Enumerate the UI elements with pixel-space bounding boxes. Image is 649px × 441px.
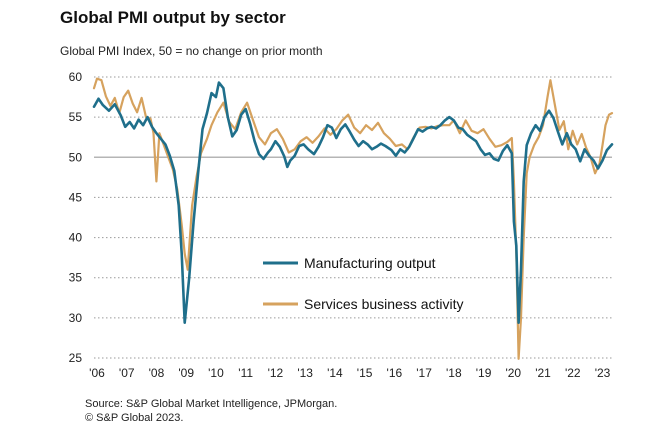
x-tick-label: '21 [535, 366, 551, 380]
x-tick-label: '10 [208, 366, 224, 380]
y-axis-ticks: 25 30 35 40 45 50 55 60 [69, 70, 83, 365]
chart-title: Global PMI output by sector [60, 8, 286, 27]
legend-label-services: Services business activity [304, 296, 464, 312]
x-tick-label: '09 [178, 366, 194, 380]
series-lines [92, 77, 614, 360]
x-tick-label: '22 [565, 366, 581, 380]
y-tick-label: 30 [69, 311, 83, 325]
y-tick-label: 55 [69, 110, 83, 124]
chart-subtitle: Global PMI Index, 50 = no change on prio… [60, 44, 323, 58]
copyright-line: © S&P Global 2023. [85, 412, 184, 424]
x-tick-label: '07 [119, 366, 135, 380]
y-tick-label: 45 [69, 190, 83, 204]
x-tick-label: '14 [327, 366, 343, 380]
grid-lines [94, 76, 612, 359]
y-tick-label: 25 [69, 351, 83, 365]
x-tick-label: '12 [268, 366, 284, 380]
y-tick-label: 35 [69, 271, 83, 285]
x-tick-label: '08 [149, 366, 165, 380]
series-line-manufacturing [92, 81, 614, 324]
x-tick-label: '16 [387, 366, 403, 380]
x-tick-label: '17 [416, 366, 432, 380]
source-line: Source: S&P Global Market Intelligence, … [85, 398, 338, 410]
series-line-services [92, 77, 614, 360]
source-note: Source: S&P Global Market Intelligence, … [85, 397, 337, 425]
legend-label-manufacturing: Manufacturing output [304, 255, 436, 271]
legend: Manufacturing output Services business a… [263, 255, 464, 312]
x-tick-label: '11 [238, 366, 253, 380]
x-tick-label: '20 [505, 366, 521, 380]
x-tick-label: '13 [297, 366, 313, 380]
y-tick-label: 50 [69, 150, 83, 164]
x-tick-label: '19 [476, 366, 492, 380]
x-tick-label: '06 [89, 366, 105, 380]
x-tick-label: '15 [357, 366, 373, 380]
x-tick-label: '23 [595, 366, 611, 380]
y-tick-label: 60 [69, 70, 83, 84]
x-tick-label: '18 [446, 366, 462, 380]
y-tick-label: 40 [69, 231, 83, 245]
x-axis-ticks: '06 '07 '08 '09 '10 '11 '12 '13 '14 '15 '16 '17 '18 '… [89, 366, 610, 380]
